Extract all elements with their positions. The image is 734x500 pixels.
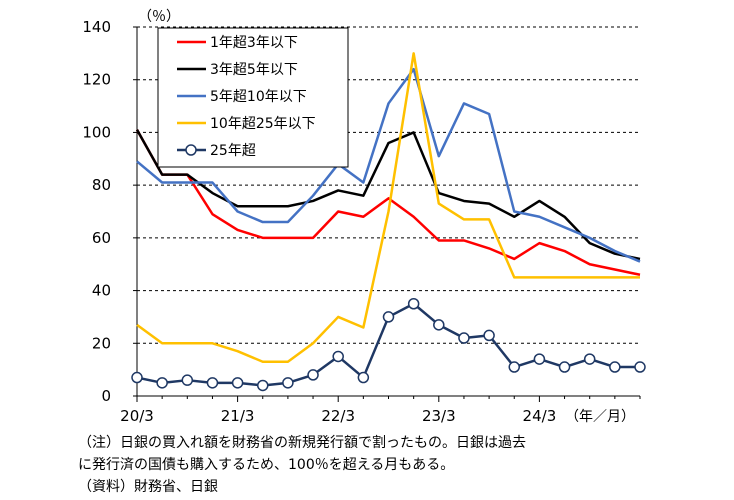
- legend-label: 10年超25年以下: [210, 116, 316, 132]
- legend: 1年超3年以下 3年超5年以下 5年超10年以下 10年超25年以下 25年超: [157, 27, 349, 168]
- data-point: [282, 377, 294, 389]
- data-point: [433, 319, 445, 331]
- legend-box: [157, 27, 349, 168]
- data-point: [206, 377, 219, 389]
- legend-label: 1年超3年以下: [210, 35, 298, 51]
- source-line: （資料）財務省、日銀: [78, 479, 218, 495]
- y-tick-label: 40: [92, 282, 111, 300]
- data-point: [131, 371, 143, 384]
- x-tick-label: 24/3: [523, 407, 557, 425]
- data-point: [382, 311, 395, 323]
- x-tick-label: 22/3: [321, 407, 355, 425]
- data-point: [634, 361, 646, 373]
- legend-label: 25年超: [210, 143, 256, 159]
- y-tick-label: 0: [101, 387, 111, 405]
- legend-marker: [185, 144, 197, 156]
- y-tick-label: 100: [82, 123, 111, 141]
- series-line-1: [135, 129, 641, 276]
- data-point: [609, 361, 621, 373]
- data-point: [231, 377, 244, 389]
- note-line-1: （注）日銀の買入れ額を財務省の新規発行額で割ったもの。日銀は過去: [78, 435, 526, 451]
- legend-label: 3年超5年以下: [210, 62, 298, 78]
- notes: （注）日銀の買入れ額を財務省の新規発行額で割ったもの。日銀は過去 に発行済の国債…: [78, 432, 526, 498]
- data-point: [483, 329, 495, 342]
- data-point: [458, 332, 470, 344]
- y-tick-label: 120: [82, 71, 111, 89]
- data-point: [257, 379, 269, 392]
- series-line-3: [136, 67, 641, 263]
- legend-label: 5年超10年以下: [210, 89, 307, 105]
- series-line-4: [136, 52, 640, 363]
- note-line-2: に発行済の国債も購入するため、100％を超える月もある。: [78, 457, 455, 473]
- x-tick-label: 23/3: [422, 407, 456, 425]
- series-line-2: [135, 129, 641, 261]
- data-point: [533, 353, 546, 365]
- y-tick-label: 20: [92, 334, 111, 352]
- data-point: [508, 361, 520, 373]
- data-point: [181, 374, 194, 386]
- y-tick-label: 80: [92, 176, 111, 194]
- y-unit-label: （％）: [138, 9, 180, 25]
- x-tick-label: 20/3: [120, 407, 154, 425]
- x-tick-label: 21/3: [221, 407, 255, 425]
- data-point: [307, 369, 319, 381]
- y-tick-label: 60: [92, 229, 111, 247]
- line-chart: 0 20 40 60 80 100 120 140 20/3 21/3 22/3 23/3 24/3 （％…: [82, 9, 646, 425]
- x-unit-label: （年／月）: [565, 409, 635, 425]
- data-point: [558, 361, 571, 373]
- data-point: [407, 298, 420, 310]
- data-point: [156, 377, 168, 389]
- data-point: [332, 350, 344, 363]
- data-point: [583, 353, 596, 365]
- y-tick-label: 140: [82, 18, 111, 36]
- data-point: [357, 371, 370, 384]
